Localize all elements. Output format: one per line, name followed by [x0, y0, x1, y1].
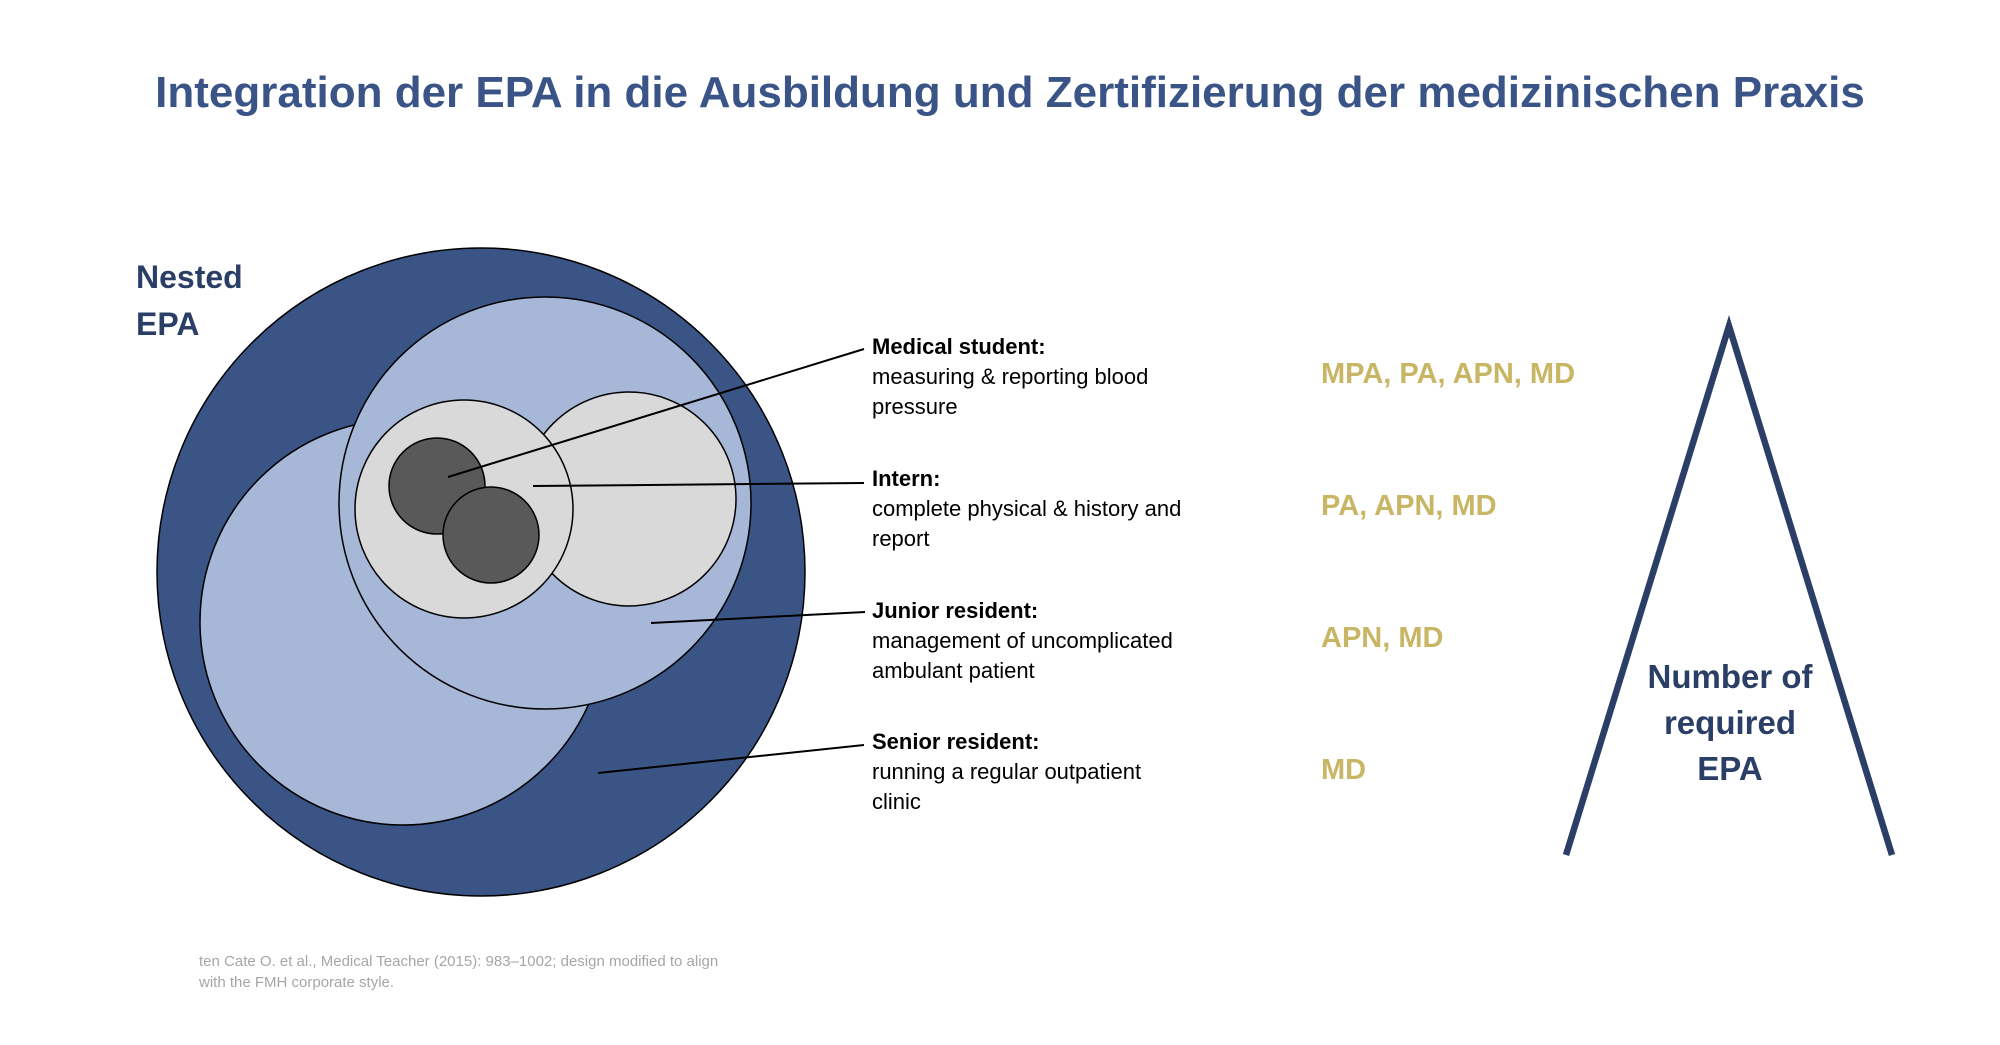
role-desc-line2: ambulant patient	[872, 658, 1035, 683]
leader-line-senior-resident	[597, 744, 865, 774]
professions-intern: PA, APN, MD	[1321, 490, 1497, 522]
footnote-line1: ten Cate O. et al., Medical Teacher (201…	[199, 953, 719, 970]
professions-medical-student: MPA, PA, APN, MD	[1321, 358, 1576, 390]
medical-student-circle-2	[442, 486, 540, 584]
role-label-intern: Intern: complete physical & history and …	[872, 464, 1232, 554]
leader-line-intern	[532, 482, 865, 487]
role-label-junior-resident: Junior resident: management of uncomplic…	[872, 596, 1232, 686]
role-desc-line1: measuring & reporting blood	[872, 364, 1149, 389]
role-desc-line2: report	[872, 526, 930, 551]
pyramid-label-line1: Number of	[1647, 658, 1813, 695]
role-title: Intern:	[872, 466, 941, 491]
pyramid-shape	[1562, 314, 1896, 856]
role-title: Junior resident:	[872, 598, 1039, 623]
slide-title: Integration der EPA in die Ausbildung un…	[155, 68, 1865, 117]
footnote-citation: ten Cate O. et al., Medical Teacher (201…	[199, 951, 759, 993]
nested-label-line1: Nested	[136, 259, 243, 295]
role-desc-line2: clinic	[872, 789, 921, 814]
pyramid-label-line3: EPA	[1697, 750, 1763, 787]
role-desc-line1: running a regular outpatient	[872, 759, 1142, 784]
leader-line-medical-student	[447, 348, 865, 478]
nested-label-line2: EPA	[136, 306, 200, 342]
role-label-senior-resident: Senior resident: running a regular outpa…	[872, 727, 1232, 817]
pyramid-label-line2: required	[1663, 704, 1797, 741]
role-title: Senior resident:	[872, 729, 1040, 754]
professions-senior-resident: MD	[1321, 754, 1367, 786]
role-label-medical-student: Medical student: measuring & reporting b…	[872, 332, 1232, 422]
role-title: Medical student:	[872, 334, 1046, 359]
role-desc-line1: complete physical & history and	[872, 496, 1182, 521]
role-desc-line2: pressure	[872, 394, 958, 419]
leader-line-junior-resident	[650, 611, 866, 624]
pyramid-label: Number of required EPA	[1620, 654, 1840, 792]
role-desc-line1: management of uncomplicated	[872, 628, 1173, 653]
professions-junior-resident: APN, MD	[1321, 622, 1444, 654]
nested-epa-label: Nested EPA	[136, 254, 243, 348]
footnote-line2: with the FMH corporate style.	[199, 974, 395, 991]
